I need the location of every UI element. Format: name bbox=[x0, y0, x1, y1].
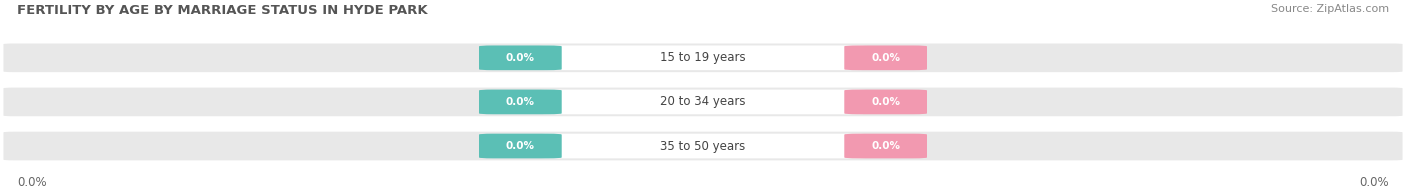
Text: 35 to 50 years: 35 to 50 years bbox=[661, 140, 745, 152]
FancyBboxPatch shape bbox=[844, 134, 927, 158]
Text: 0.0%: 0.0% bbox=[506, 97, 534, 107]
Text: 0.0%: 0.0% bbox=[506, 141, 534, 151]
Text: 15 to 19 years: 15 to 19 years bbox=[661, 51, 745, 64]
Text: 0.0%: 0.0% bbox=[17, 176, 46, 189]
FancyBboxPatch shape bbox=[479, 90, 562, 114]
FancyBboxPatch shape bbox=[479, 134, 562, 158]
FancyBboxPatch shape bbox=[479, 45, 562, 70]
Text: 0.0%: 0.0% bbox=[1360, 176, 1389, 189]
FancyBboxPatch shape bbox=[3, 132, 1403, 160]
FancyBboxPatch shape bbox=[3, 44, 1403, 72]
Text: FERTILITY BY AGE BY MARRIAGE STATUS IN HYDE PARK: FERTILITY BY AGE BY MARRIAGE STATUS IN H… bbox=[17, 4, 427, 17]
FancyBboxPatch shape bbox=[537, 45, 869, 70]
FancyBboxPatch shape bbox=[537, 134, 869, 158]
FancyBboxPatch shape bbox=[844, 90, 927, 114]
FancyBboxPatch shape bbox=[844, 45, 927, 70]
Text: 20 to 34 years: 20 to 34 years bbox=[661, 95, 745, 108]
Text: 0.0%: 0.0% bbox=[872, 53, 900, 63]
Text: 0.0%: 0.0% bbox=[872, 97, 900, 107]
FancyBboxPatch shape bbox=[3, 88, 1403, 116]
FancyBboxPatch shape bbox=[537, 90, 869, 114]
Text: Source: ZipAtlas.com: Source: ZipAtlas.com bbox=[1271, 4, 1389, 14]
Text: 0.0%: 0.0% bbox=[506, 53, 534, 63]
Text: 0.0%: 0.0% bbox=[872, 141, 900, 151]
